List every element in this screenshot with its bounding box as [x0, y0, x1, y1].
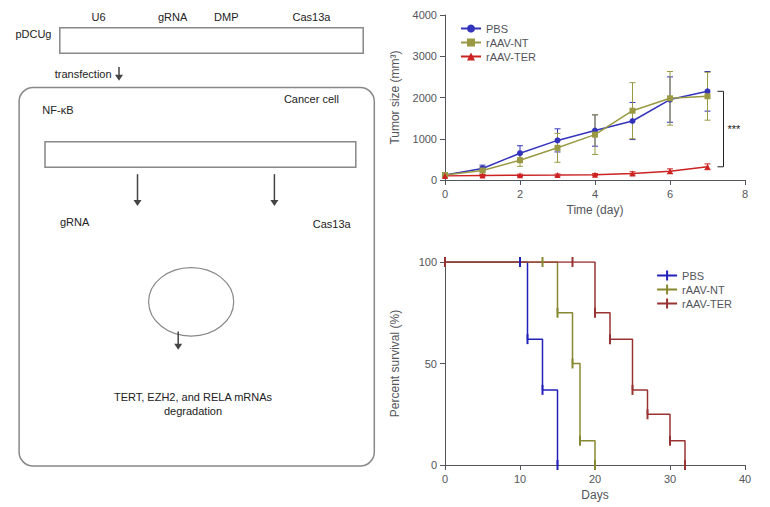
svg-text:30: 30 — [664, 473, 676, 485]
svg-text:20: 20 — [589, 473, 601, 485]
svg-text:0: 0 — [431, 459, 437, 471]
svg-text:gRNA: gRNA — [158, 11, 188, 23]
svg-text:NF-κB: NF-κB — [42, 104, 73, 116]
svg-text:Cancer cell: Cancer cell — [284, 93, 339, 105]
svg-text:Days: Days — [581, 488, 608, 502]
svg-text:4: 4 — [592, 188, 598, 200]
svg-text:PBS: PBS — [682, 270, 704, 282]
svg-text:6: 6 — [667, 188, 673, 200]
svg-text:transfection: transfection — [55, 68, 112, 80]
svg-text:rAAV-NT: rAAV-NT — [486, 37, 529, 49]
svg-text:0: 0 — [442, 473, 448, 485]
svg-text:0: 0 — [442, 188, 448, 200]
svg-text:0: 0 — [431, 174, 437, 186]
svg-text:pDCUg: pDCUg — [15, 28, 51, 40]
svg-text:4000: 4000 — [413, 9, 437, 21]
svg-text:3000: 3000 — [413, 50, 437, 62]
svg-text:40: 40 — [739, 473, 751, 485]
svg-text:TERT, EZH2, and RELA mRNAs: TERT, EZH2, and RELA mRNAs — [114, 391, 273, 403]
svg-text:50: 50 — [425, 358, 437, 370]
svg-text:100: 100 — [419, 256, 437, 268]
svg-text:***: *** — [728, 123, 742, 135]
svg-text:Tumor size (mm³): Tumor size (mm³) — [388, 50, 402, 144]
svg-text:Time (day): Time (day) — [567, 203, 624, 217]
svg-text:Cas13a: Cas13a — [292, 11, 331, 23]
svg-text:2: 2 — [517, 188, 523, 200]
svg-text:U6: U6 — [92, 11, 106, 23]
svg-text:gRNA: gRNA — [60, 216, 90, 228]
svg-text:rAAV-NT: rAAV-NT — [682, 284, 725, 296]
svg-text:rAAV-TER: rAAV-TER — [682, 298, 732, 310]
svg-text:rAAV-TER: rAAV-TER — [486, 51, 536, 63]
svg-text:degradation: degradation — [164, 405, 222, 417]
svg-text:8: 8 — [742, 188, 748, 200]
svg-text:PBS: PBS — [486, 23, 508, 35]
svg-text:Percent survival (%): Percent survival (%) — [388, 310, 402, 417]
svg-text:2000: 2000 — [413, 92, 437, 104]
svg-text:DMP: DMP — [214, 11, 238, 23]
svg-text:10: 10 — [514, 473, 526, 485]
svg-text:1000: 1000 — [413, 133, 437, 145]
svg-text:Cas13a: Cas13a — [313, 218, 352, 230]
